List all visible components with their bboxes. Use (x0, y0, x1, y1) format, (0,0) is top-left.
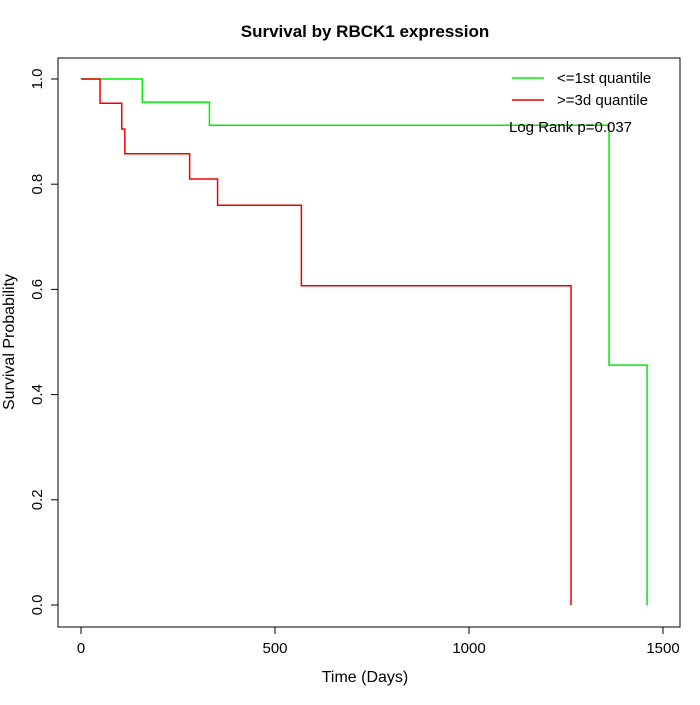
x-tick-label: 1500 (646, 640, 679, 657)
legend-label: <=1st quantile (557, 70, 651, 87)
logrank-annotation: Log Rank p=0.037 (509, 119, 632, 136)
y-axis-label: Survival Probability (1, 274, 18, 410)
survival-curve-0 (81, 78, 648, 605)
y-tick-label: 0.4 (29, 384, 46, 405)
y-tick-label: 1.0 (29, 69, 46, 90)
chart-title: Survival by RBCK1 expression (241, 22, 489, 41)
x-tick-label: 1000 (452, 640, 485, 657)
y-tick-label: 0.8 (29, 174, 46, 195)
legend-label: >=3d quantile (557, 92, 648, 109)
y-tick-label: 0.6 (29, 279, 46, 300)
survival-curve-1 (81, 78, 572, 605)
x-tick-label: 500 (262, 640, 287, 657)
y-tick-label: 0.2 (29, 489, 46, 510)
x-tick-label: 0 (77, 640, 85, 657)
x-axis-label: Time (Days) (322, 669, 409, 686)
plot-frame (57, 57, 681, 628)
y-tick-label: 0.0 (29, 595, 46, 616)
